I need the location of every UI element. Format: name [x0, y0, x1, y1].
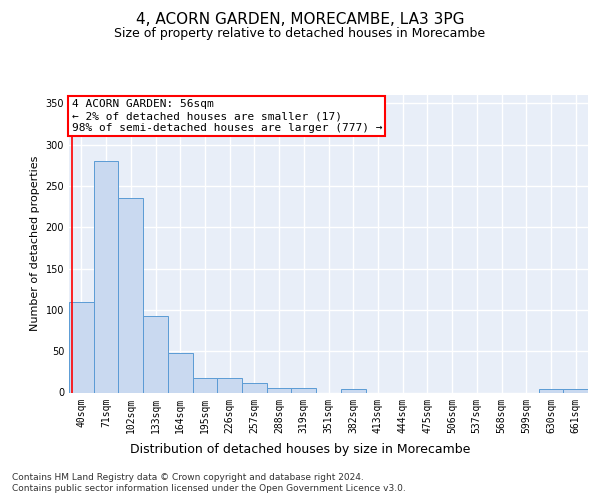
Text: 4, ACORN GARDEN, MORECAMBE, LA3 3PG: 4, ACORN GARDEN, MORECAMBE, LA3 3PG [136, 12, 464, 28]
Bar [94, 161, 118, 392]
Bar [563, 389, 588, 392]
Text: 4 ACORN GARDEN: 56sqm
← 2% of detached houses are smaller (17)
98% of semi-detac: 4 ACORN GARDEN: 56sqm ← 2% of detached h… [71, 100, 382, 132]
Bar [118, 198, 143, 392]
Bar [292, 388, 316, 392]
Bar [69, 302, 94, 392]
Text: Distribution of detached houses by size in Morecambe: Distribution of detached houses by size … [130, 442, 470, 456]
Bar [217, 378, 242, 392]
Bar [168, 353, 193, 393]
Bar [242, 384, 267, 392]
Bar [341, 389, 365, 392]
Y-axis label: Number of detached properties: Number of detached properties [30, 156, 40, 332]
Bar [267, 388, 292, 392]
Text: Contains HM Land Registry data © Crown copyright and database right 2024.
Contai: Contains HM Land Registry data © Crown c… [12, 472, 406, 494]
Text: Size of property relative to detached houses in Morecambe: Size of property relative to detached ho… [115, 28, 485, 40]
Bar [143, 316, 168, 392]
Bar [539, 389, 563, 392]
Bar [193, 378, 217, 392]
